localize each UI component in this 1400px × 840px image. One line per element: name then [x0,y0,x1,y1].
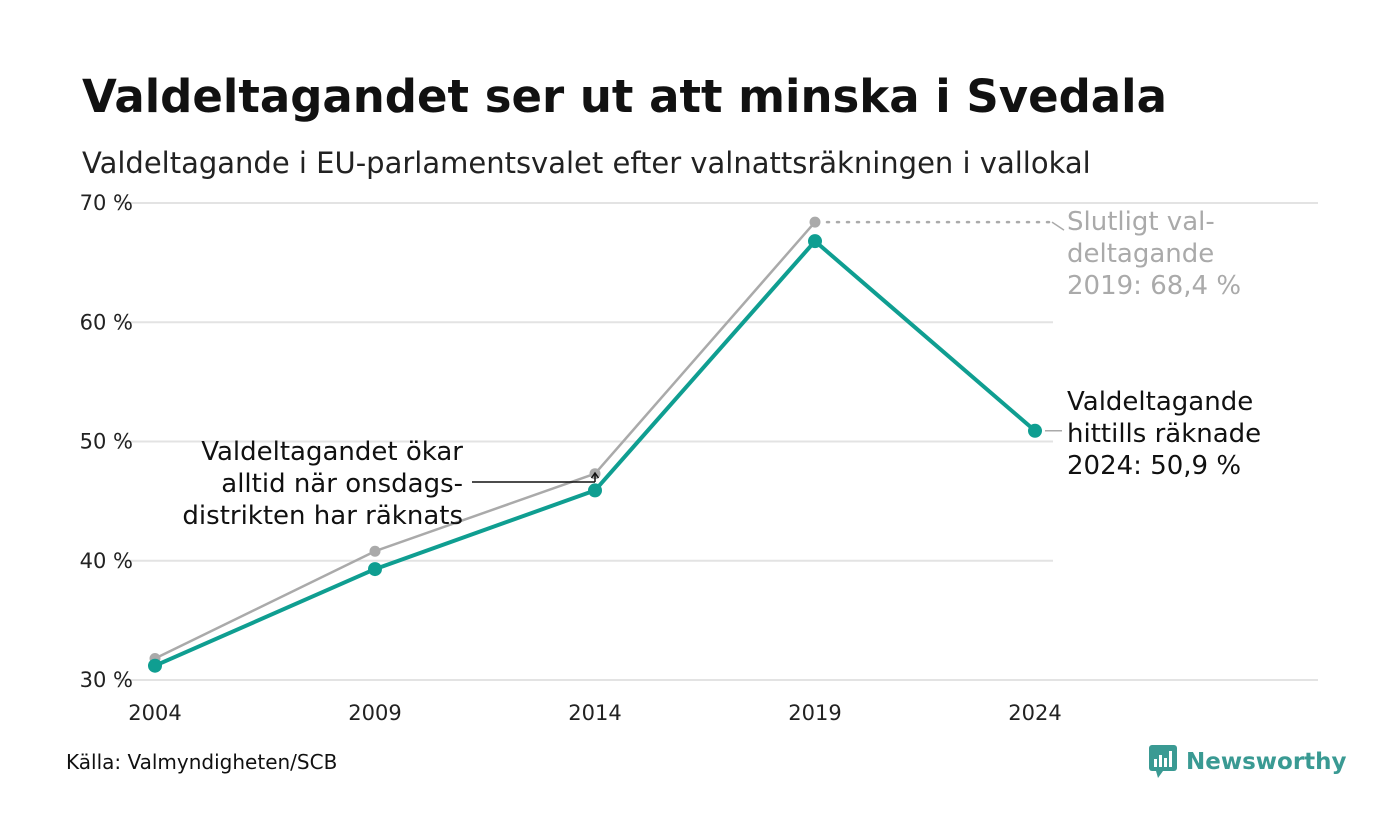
brand-logo: Newsworthy [1148,744,1347,780]
annotation-final-2019-line-3: 2019: 68,4 % [1067,271,1241,301]
point-valnatt-2014 [588,483,602,498]
x-tick-label-2024: 2024 [1008,701,1061,725]
y-tick-label-40: 40 % [80,549,133,573]
point-final-2009 [369,545,381,557]
chart-subtitle: Valdeltagande i EU-parlamentsvalet efter… [82,146,1091,180]
series-line-final [153,220,817,660]
annotation-current-2024-line-3: 2024: 50,9 % [1067,451,1241,481]
brand-name: Newsworthy [1186,749,1347,775]
y-tick-label-60: 60 % [80,310,133,334]
chart-title: Valdeltagandet ser ut att minska i Sveda… [82,70,1167,123]
source-note: Källa: Valmyndigheten/SCB [66,750,338,774]
point-valnatt-2004 [148,658,162,673]
annotation-increase-line-3: distrikten har räknats [182,501,463,531]
point-valnatt-2009 [368,562,382,577]
x-tick-label-2014: 2014 [568,701,621,725]
y-tick-label-70: 70 % [80,191,133,215]
annotation-increase-line-2: alltid när onsdags- [221,469,463,499]
x-tick-label-2019: 2019 [788,701,841,725]
point-valnatt-2024 [1028,423,1042,438]
annotation-final-2019-line-1: Slutligt val- [1067,207,1215,237]
y-tick-label-30: 30 % [80,668,133,692]
point-final-2019 [809,216,821,228]
annotation-current-2024-line-2: hittills räknade [1067,419,1261,449]
annotation-increase-line-1: Valdeltagandet ökar [201,437,463,467]
arrow-increase-head [590,471,600,479]
x-tick-label-2004: 2004 [128,701,181,725]
annotation-current-2024-line-1: Valdeltagande [1067,387,1253,417]
point-valnatt-2019 [808,234,822,249]
annotation-final-2019-line-2: deltagande [1067,239,1214,269]
x-tick-label-2009: 2009 [348,701,401,725]
leader-final-2019-tick [1051,221,1065,231]
y-tick-label-50: 50 % [80,430,133,454]
newsworthy-logo-icon [1149,745,1177,778]
